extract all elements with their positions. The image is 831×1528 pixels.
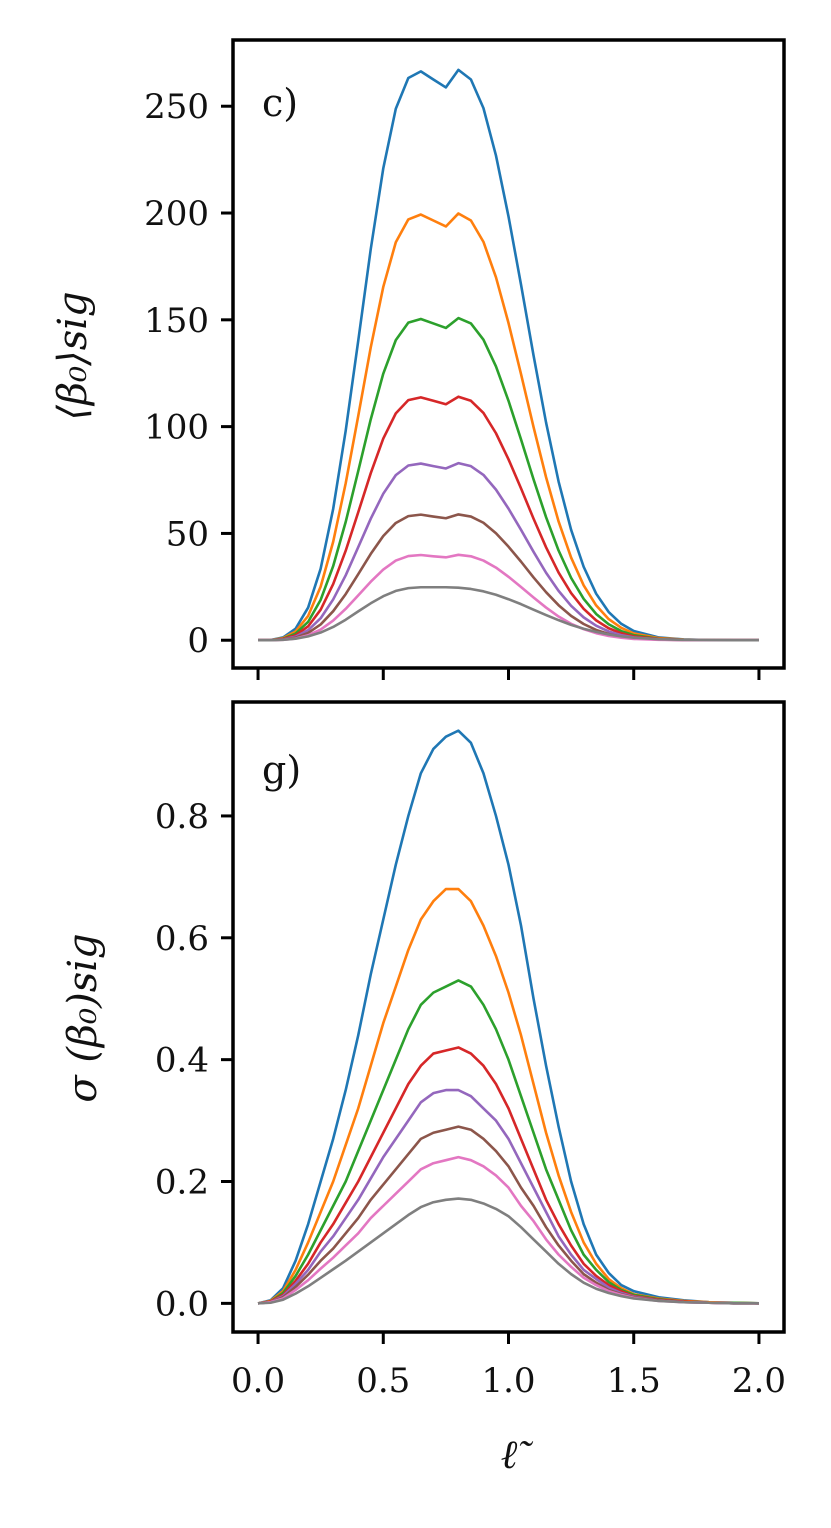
top-y-tick-label: 150 xyxy=(144,301,209,341)
bot-y-tick-label: 0.2 xyxy=(155,1163,209,1203)
top-series-2-line xyxy=(258,212,759,642)
top-series-4-line xyxy=(258,395,759,642)
bottom-axes-frame xyxy=(231,700,786,1334)
top-series-1-line xyxy=(258,68,759,642)
bot-x-tick-label: 1.5 xyxy=(607,1361,661,1401)
top-y-tick-label: 250 xyxy=(144,87,209,127)
bot-series-4-line xyxy=(257,1046,759,1305)
bottom-curves xyxy=(257,729,759,1305)
bottom-x-ticks: 0.0 0.5 1.0 1.5 2.0 xyxy=(231,1332,786,1401)
top-y-tick-label: 50 xyxy=(166,514,209,554)
top-panel-label: c) xyxy=(262,81,298,125)
panel-bottom: 0.0 0.2 0.4 0.6 0.8 0.0 0.5 1.0 1.5 2.0 g) σ (β₀… xyxy=(60,700,786,1478)
bottom-panel-label: g) xyxy=(262,748,301,792)
top-x-ticks xyxy=(256,668,761,680)
bot-y-tick-label: 0.8 xyxy=(155,797,209,837)
top-curves xyxy=(258,68,759,642)
bot-y-tick-label: 0.4 xyxy=(155,1041,209,1081)
bot-y-tick-label: 0.6 xyxy=(155,919,209,959)
top-series-8-line xyxy=(258,585,759,642)
panel-top: 0 50 100 150 200 250 c) ⟨β₀⟩sig xyxy=(50,38,786,680)
bot-x-tick-label: 2.0 xyxy=(732,1361,786,1401)
bottom-y-ticks: 0.0 0.2 0.4 0.6 0.8 xyxy=(155,797,233,1324)
bot-y-tick-label: 0.0 xyxy=(155,1284,209,1324)
bottom-y-axis-label: σ (β₀)sig xyxy=(60,933,106,1102)
top-y-axis-label: ⟨β₀⟩sig xyxy=(50,291,96,420)
top-y-ticks: 0 50 100 150 200 250 xyxy=(144,87,233,661)
bot-series-2-line xyxy=(257,887,759,1305)
top-y-tick-label: 200 xyxy=(144,194,209,234)
bot-series-1-line xyxy=(257,729,759,1305)
top-series-3-line xyxy=(258,316,759,642)
top-y-tick-label: 100 xyxy=(144,408,209,448)
bot-x-tick-label: 0.0 xyxy=(231,1361,285,1401)
top-axes-frame xyxy=(231,38,786,670)
top-y-tick-label: 0 xyxy=(187,621,209,661)
bot-x-tick-label: 0.5 xyxy=(356,1361,410,1401)
bot-series-8-line xyxy=(257,1197,759,1305)
bot-x-tick-label: 1.0 xyxy=(481,1361,535,1401)
